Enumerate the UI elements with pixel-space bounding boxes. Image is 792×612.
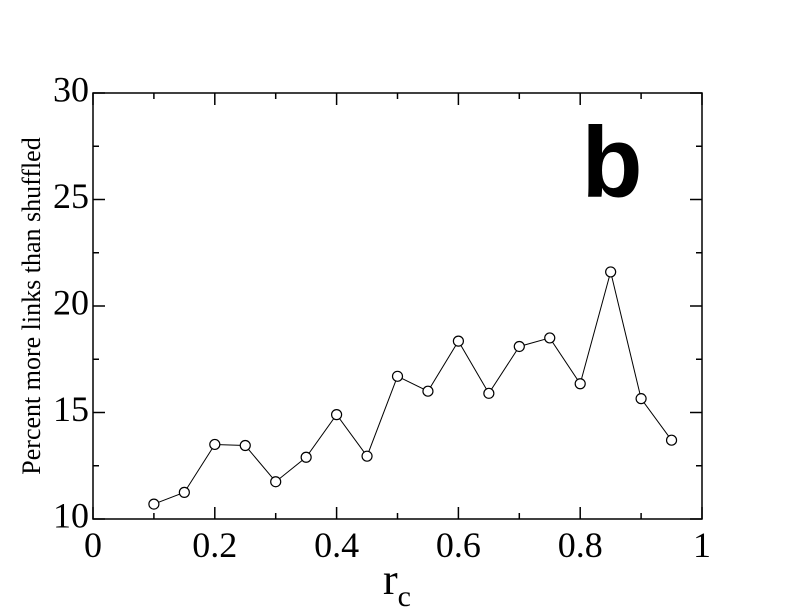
data-point	[178, 486, 190, 498]
data-point	[513, 340, 525, 353]
y-tick-label: 30	[53, 69, 89, 109]
x-tick-label: 1	[693, 525, 711, 565]
y-axis-label: Percent more links than shuffled	[17, 137, 46, 474]
x-tick-label: 0.6	[436, 525, 481, 565]
x-axis-label-subscript: c	[398, 580, 411, 612]
data-point	[665, 434, 678, 446]
data-point	[148, 498, 160, 510]
y-tick-label: 10	[53, 495, 89, 535]
data-point	[361, 450, 373, 462]
x-tick-label: 0.2	[192, 525, 237, 565]
y-tick-label: 25	[53, 176, 89, 216]
data-line	[153, 271, 672, 505]
panel-label: b	[581, 106, 642, 218]
data-point	[391, 370, 404, 382]
y-tick-label: 15	[53, 389, 89, 429]
data-point	[544, 332, 556, 344]
data-point	[574, 378, 586, 390]
x-tick-label: 0.8	[558, 525, 603, 565]
x-axis-label-main: r	[383, 555, 398, 604]
data-point	[270, 476, 282, 488]
data-point	[209, 438, 221, 451]
data-point	[483, 387, 495, 399]
data-point	[635, 393, 647, 405]
x-tick-label: 0.4	[314, 525, 359, 565]
x-tick-label: 0	[84, 525, 102, 565]
data-point	[239, 439, 251, 452]
data-point	[331, 409, 343, 421]
data-point	[452, 335, 464, 347]
data-point	[605, 266, 617, 278]
x-axis-label: rc	[383, 555, 411, 612]
data-point	[300, 451, 312, 463]
y-tick-label: 20	[53, 282, 89, 322]
data-point	[422, 385, 434, 397]
